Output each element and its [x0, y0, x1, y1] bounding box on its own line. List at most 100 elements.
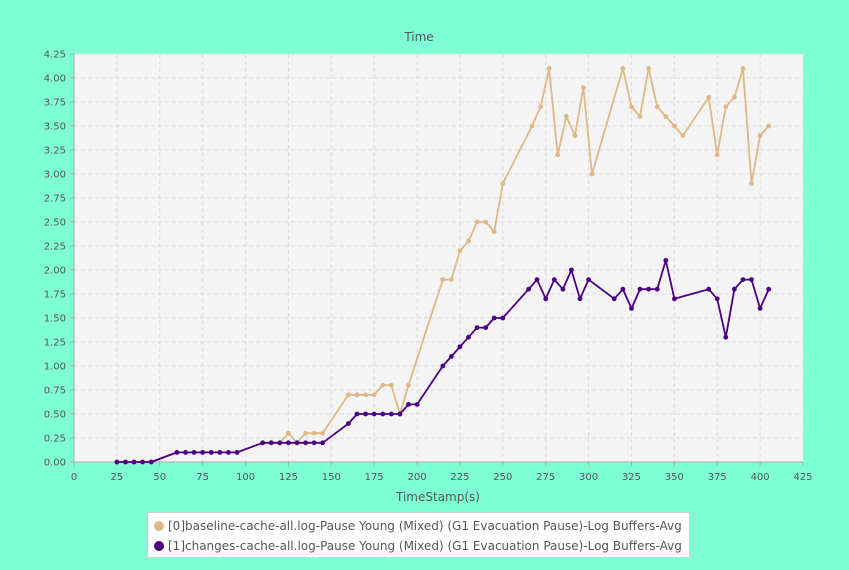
y-tick-label: 0.75	[44, 386, 66, 397]
series-1-point	[371, 411, 377, 417]
series-0-point	[466, 238, 471, 244]
series-1-point	[654, 286, 660, 292]
series-1-point	[277, 440, 283, 446]
series-1-point	[114, 459, 120, 465]
x-tick-label: 300	[579, 472, 598, 483]
series-1-point	[672, 296, 677, 302]
y-tick-label: 3.25	[44, 146, 66, 157]
series-0-point	[346, 392, 351, 398]
series-1-point	[577, 296, 583, 302]
x-tick-label: 375	[708, 472, 727, 483]
x-tick-label: 325	[622, 472, 641, 483]
legend-label-changes: [1]changes-cache-all.log-Pause Young (Mi…	[168, 539, 682, 553]
legend-label-baseline: [0]baseline-cache-all.log-Pause Young (M…	[168, 519, 682, 533]
series-1-point	[483, 325, 489, 330]
series-1-point	[174, 450, 180, 455]
series-0-point	[637, 114, 643, 119]
y-tick-label: 4.25	[44, 50, 66, 61]
y-tick-label: 1.00	[44, 362, 66, 373]
y-tick-label: 4.00	[44, 74, 66, 85]
series-1-point	[234, 450, 240, 455]
y-tick-label: 0.25	[44, 434, 66, 445]
legend-item-baseline: [0]baseline-cache-all.log-Pause Young (M…	[154, 516, 689, 536]
series-0-point	[740, 66, 746, 71]
series-1-point	[311, 440, 317, 446]
y-tick-label: 0.00	[44, 458, 66, 469]
series-layer	[114, 66, 772, 465]
series-0-point	[563, 114, 569, 119]
series-0-point	[363, 392, 368, 398]
y-tick-label: 1.25	[44, 338, 66, 349]
series-0-point	[680, 133, 686, 139]
x-axis-title: TimeStamp(s)	[395, 490, 480, 504]
series-1-point	[294, 440, 300, 446]
series-1-point	[629, 306, 634, 311]
series-0-point	[286, 430, 291, 436]
series-1-point	[200, 450, 206, 455]
series-0-point	[320, 430, 326, 436]
x-tick-label: 125	[279, 472, 298, 483]
series-0-point	[732, 94, 737, 100]
legend-marker-baseline-icon	[154, 520, 164, 531]
y-tick-label: 1.75	[44, 290, 66, 301]
y-tick-label: 2.75	[44, 194, 66, 205]
series-0-point	[457, 248, 463, 254]
x-tick-label: 175	[365, 472, 384, 483]
series-0-point	[449, 277, 454, 282]
series-0-point	[766, 123, 772, 129]
series-1	[114, 258, 772, 465]
x-tick-label: 150	[322, 472, 341, 483]
series-0-point	[749, 181, 754, 187]
series-0-point	[388, 382, 394, 388]
series-1-point	[260, 440, 266, 446]
series-1-point	[354, 411, 360, 417]
x-tick-label: 425	[793, 472, 812, 483]
series-1-point	[534, 277, 540, 282]
legend-item-changes: [1]changes-cache-all.log-Pause Young (Mi…	[154, 536, 689, 556]
x-tick-label: 350	[665, 472, 684, 483]
series-1-point	[586, 277, 591, 282]
series-0-point	[663, 114, 669, 119]
series-0-point	[474, 219, 480, 225]
y-tick-label: 3.00	[44, 170, 66, 181]
series-0-point	[380, 382, 386, 388]
series-1-point	[714, 296, 720, 302]
series-1-point	[543, 296, 549, 302]
series-1-point	[551, 277, 557, 282]
series-1-point	[183, 450, 188, 455]
x-tick-label: 25	[111, 472, 124, 483]
y-tick-label: 3.50	[44, 122, 66, 133]
legend: [0]baseline-cache-all.log-Pause Young (M…	[147, 512, 690, 558]
series-0-point	[546, 66, 552, 71]
series-1-point	[466, 334, 471, 340]
series-0-point	[483, 219, 489, 225]
series-1-point	[500, 315, 506, 321]
series-0-point	[572, 133, 578, 139]
x-tick-label: 50	[153, 472, 166, 483]
x-tick-label: 275	[536, 472, 555, 483]
series-1-point	[226, 450, 231, 455]
series-1-point	[406, 402, 411, 407]
series-0-point	[529, 123, 535, 129]
series-1-point	[380, 411, 386, 417]
series-0-point	[406, 382, 411, 388]
series-1-point	[363, 411, 368, 417]
x-tick-label: 200	[408, 472, 427, 483]
x-tick-label: 100	[236, 472, 255, 483]
y-tick-label: 2.00	[44, 266, 66, 277]
series-0-point	[672, 123, 677, 129]
series-1-point	[449, 354, 454, 359]
series-1-point	[268, 440, 274, 446]
series-1-point	[620, 286, 626, 292]
x-tick-label: 250	[493, 472, 512, 483]
series-1-point	[320, 440, 326, 446]
series-1-point	[646, 286, 651, 292]
series-0-point	[500, 181, 506, 187]
series-0-point	[371, 392, 377, 398]
series-1-point	[757, 306, 763, 311]
series-0-point	[589, 171, 595, 177]
series-0-point	[706, 94, 712, 100]
series-1-point	[148, 459, 154, 465]
series-1-point	[569, 267, 574, 273]
series-1-point	[414, 402, 420, 407]
